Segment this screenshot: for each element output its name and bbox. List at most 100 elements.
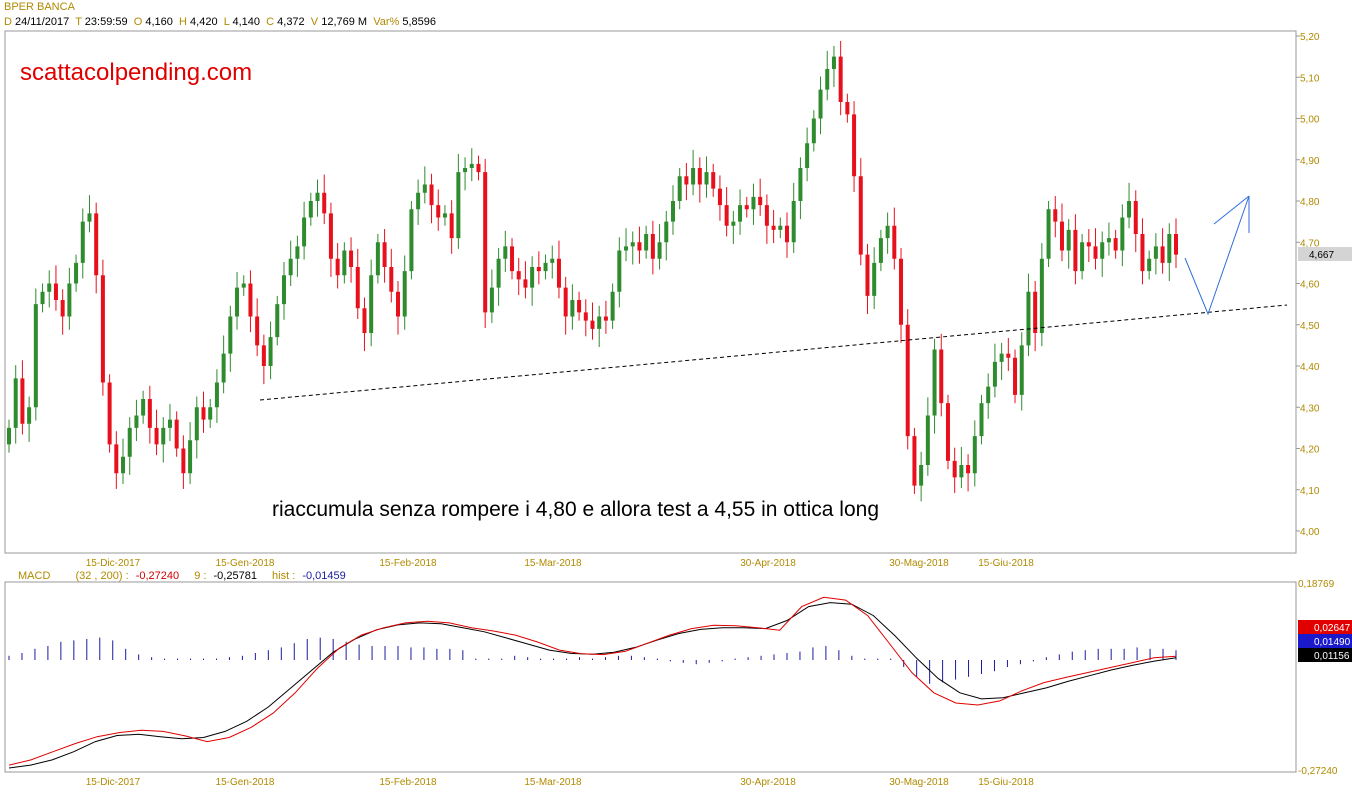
candle-body [590,320,595,329]
candle-body [1147,258,1152,272]
ohlc-header: D 24/11/2017 T 23:59:59 O 4,160 H 4,420 … [4,16,437,28]
candle-body [530,267,535,288]
candle-body [355,267,360,309]
candle-body [778,225,783,230]
candle-body [1106,238,1111,243]
candle-body [664,221,669,243]
annotation-text: riaccumula senza rompere i 4,80 e allora… [272,498,879,521]
candle-body [697,168,702,185]
xtick-label: 30-Apr-2018 [740,558,796,569]
candle-body [905,324,910,437]
candle-body [208,407,213,420]
candle-body [704,172,709,185]
candle-body [188,440,193,474]
candle-body [925,415,930,465]
candle-body [402,271,407,317]
candle-body [724,205,729,226]
candle-body [764,205,769,226]
candle-body [523,279,528,288]
candle-body [503,246,508,259]
candle-body [241,283,246,288]
candle-body [624,246,629,251]
candle-body [1080,242,1085,272]
xtick-label: 15-Giu-2018 [978,558,1034,569]
candle-body [328,213,333,259]
candle-body [617,250,622,292]
candle-body [717,188,722,206]
candle-body [899,258,904,325]
candle-body [1174,234,1178,255]
candle-body [483,172,488,313]
price-ytick-label: 4,10 [1300,486,1320,497]
candle-body [375,242,380,276]
candle-body [1013,357,1018,395]
macd-line [8,596,1177,766]
candle-body [7,427,11,445]
candle-body [396,291,400,317]
hist-value: -0,01459 [302,570,346,582]
candle-body [563,287,568,317]
xtick-label: 15-Mar-2018 [524,558,582,569]
candle-body [999,353,1004,362]
candle-body [550,258,555,263]
candle-body [1059,221,1064,251]
candle-body [872,262,877,296]
candle-body [858,176,863,255]
candle-body [174,419,179,449]
candle-body [74,262,79,284]
candle-body [610,291,615,321]
candle-body [731,221,736,226]
candle-body [691,168,696,185]
candle-body [369,275,374,333]
candle-body [288,258,293,276]
xtick-label: 30-Mag-2018 [889,558,949,569]
date-value: 24/11/2017 [15,16,70,28]
macd-last-black: 0,01156 [1314,651,1350,662]
candle-body [1113,238,1118,251]
candle-body [1073,229,1078,272]
candle-body [161,427,166,445]
candle-body [248,283,253,317]
price-ytick-label: 4,80 [1300,197,1320,208]
candle-body [362,308,367,333]
candle-body [1093,246,1098,259]
candle-body [805,143,810,168]
candle-body [409,209,414,272]
macd-box-blue [1298,634,1352,648]
candle-body [630,242,635,247]
price-ytick-label: 4,30 [1300,403,1320,414]
candle-body [583,312,588,321]
arrow-head-left [1213,195,1250,225]
price-ytick-label: 4,40 [1300,362,1320,373]
candle-body [147,399,152,428]
candle-body [677,176,682,201]
candle-body [295,246,300,259]
candle-body [945,403,950,461]
xtick-label-macd: 15-Feb-2018 [379,777,437,788]
candle-body [845,102,850,115]
xtick-label: 15-Gen-2018 [216,558,275,569]
candle-body [577,300,582,313]
candle-body [570,300,575,317]
candle-body [1039,258,1044,333]
candle-body [1053,209,1058,222]
candle-body [657,242,662,259]
candle-body [261,345,266,366]
macd-last-blue: 0,01490 [1314,637,1351,648]
close-value: 4,372 [277,16,305,28]
candle-body [878,238,883,263]
candle-body [516,271,521,280]
candle-body [40,291,45,305]
low-value: 4,140 [232,16,260,28]
support-trendline [259,304,1288,401]
candle-body [1046,209,1051,259]
candle-body [436,205,441,218]
candle-body [47,283,52,292]
macd-box-red [1298,620,1352,634]
xtick-label-macd: 15-Dic-2017 [86,777,141,788]
high-value: 4,420 [190,16,218,28]
candle-body [751,196,756,210]
candle-body [650,234,655,259]
macd-ytick-bottom: -0,27240 [1298,766,1338,777]
